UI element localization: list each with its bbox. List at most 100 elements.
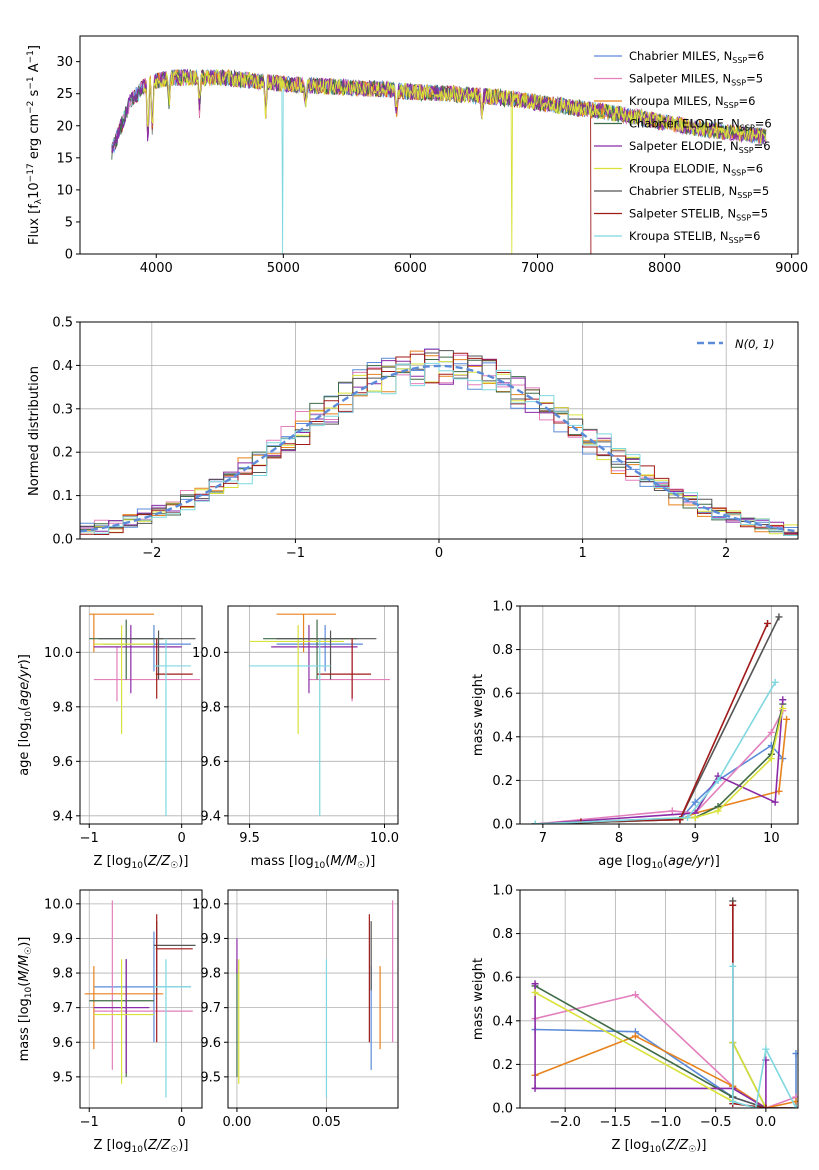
- plot-area: [531, 897, 798, 1108]
- y-tick-label: 25: [56, 87, 73, 102]
- weight-marker: [714, 776, 722, 784]
- y-tick-label: 10: [56, 183, 73, 198]
- weight-marker: [752, 1104, 760, 1108]
- legend-subscript: SSP: [729, 236, 744, 245]
- legend-label: N(0, 1): [735, 337, 775, 351]
- weight-marker: [691, 798, 699, 806]
- x-tick-label: 0.0: [756, 1115, 777, 1130]
- y-tick-label: 9.5: [200, 1070, 221, 1085]
- legend-value: =6: [755, 117, 772, 131]
- x-tick-label: 0: [178, 831, 186, 846]
- weight-marker: [762, 1045, 770, 1053]
- plot-area: [531, 613, 791, 824]
- weight-marker: [668, 807, 676, 815]
- x-tick-label: 0: [435, 546, 443, 561]
- x-tick-label: −1: [80, 1115, 99, 1130]
- y-tick-label: 10.0: [192, 646, 221, 661]
- x-tick-label: −1.5: [600, 1115, 632, 1130]
- y-tick-label: 0.0: [52, 533, 73, 548]
- weight-marker: [771, 678, 779, 686]
- axes-frame: [79, 35, 799, 255]
- legend-value: =5: [746, 72, 763, 86]
- legend-subscript: SSP: [737, 191, 752, 200]
- y-tick-label: 9.9: [200, 932, 221, 947]
- legend-label: Salpeter STELIB, NSSP=5: [629, 207, 768, 223]
- x-tick-label: −1: [286, 546, 305, 561]
- y-tick-label: 9.5: [52, 1070, 73, 1085]
- plot-area: [111, 68, 767, 254]
- legend-subscript: SSP: [731, 79, 746, 88]
- y-axis-label: mass [log10(M/M☉)]: [17, 937, 34, 1062]
- spectrum-line: [143, 69, 767, 254]
- y-tick-label: 9.8: [52, 700, 73, 715]
- legend-value: =6: [754, 139, 771, 153]
- y-tick-label: 5: [65, 215, 73, 230]
- y-tick-label: 1.0: [492, 884, 513, 899]
- legend-value: =6: [739, 94, 756, 108]
- axes-frame: [79, 605, 203, 825]
- y-tick-label: 10.0: [44, 897, 73, 912]
- x-tick-label: 9: [691, 831, 699, 846]
- weight-marker: [762, 1104, 770, 1108]
- plot-area: [84, 900, 196, 1098]
- legend-value: =5: [752, 184, 769, 198]
- x-axis-label: age [log10(age/yr)]: [598, 854, 720, 871]
- axes-frame: [519, 889, 799, 1109]
- weight-line: [535, 681, 776, 824]
- weight-marker: [767, 755, 775, 763]
- x-tick-label: −1.0: [650, 1115, 682, 1130]
- y-tick-label: 0.6: [492, 687, 513, 702]
- y-tick-label: 9.8: [200, 700, 221, 715]
- legend-label: Kroupa ELODIE, NSSP=6: [629, 162, 763, 178]
- weight-marker: [631, 1032, 639, 1040]
- x-axis-label: Z [log10(Z/Z☉)]: [94, 1138, 189, 1155]
- weight-line: [535, 719, 788, 824]
- x-tick-label: 7: [539, 831, 547, 846]
- y-tick-label: 0.8: [492, 643, 513, 658]
- weight-marker: [631, 991, 639, 999]
- x-tick-label: −2.0: [549, 1115, 581, 1130]
- y-tick-label: 15: [56, 151, 73, 166]
- x-tick-label: 0.05: [312, 1115, 341, 1130]
- legend-value: =6: [746, 162, 763, 176]
- axes-frame: [79, 889, 203, 1109]
- x-tick-label: 4000: [140, 261, 173, 276]
- y-tick-label: 9.4: [52, 809, 73, 824]
- legend-subscript: SSP: [739, 146, 754, 155]
- weight-marker: [684, 813, 692, 821]
- x-tick-label: 8000: [648, 261, 681, 276]
- plot-area: [236, 900, 394, 1098]
- y-tick-label: 9.6: [200, 1036, 221, 1051]
- weight-marker: [729, 962, 737, 970]
- y-tick-label: 9.6: [200, 755, 221, 770]
- weight-marker: [531, 820, 539, 824]
- weight-line: [580, 623, 769, 823]
- legend-label: Salpeter MILES, NSSP=5: [629, 72, 763, 88]
- weight-line: [534, 985, 767, 1108]
- y-tick-label: 9.4: [200, 809, 221, 824]
- weight-marker: [792, 1097, 798, 1105]
- legend-label: Kroupa MILES, NSSP=6: [629, 94, 755, 110]
- axes-frame: [227, 605, 399, 825]
- weight-marker: [767, 728, 775, 736]
- legend-label: Chabrier ELODIE, NSSP=6: [629, 117, 772, 133]
- y-tick-label: 0.3: [52, 402, 73, 417]
- y-tick-label: 0: [65, 248, 73, 263]
- axes-frame: [227, 889, 399, 1109]
- legend-subscript: SSP: [724, 101, 739, 110]
- y-axis-label: Flux [fλ10−17 erg cm−2 s−1 A−1]: [26, 45, 44, 245]
- weight-marker: [783, 715, 791, 723]
- y-tick-label: 0.5: [52, 316, 73, 331]
- normal-curve: [80, 364, 798, 533]
- y-tick-label: 0.0: [492, 1102, 513, 1117]
- weight-line: [732, 966, 797, 1108]
- y-tick-label: 10.0: [192, 897, 221, 912]
- y-tick-label: 0.4: [52, 359, 73, 374]
- y-tick-label: 0.8: [492, 927, 513, 942]
- legend-label: Chabrier MILES, NSSP=6: [629, 49, 764, 65]
- weight-line: [535, 703, 784, 824]
- plot-area: [249, 613, 390, 816]
- axes-frame: [79, 321, 799, 540]
- y-tick-label: 0.0: [492, 818, 513, 833]
